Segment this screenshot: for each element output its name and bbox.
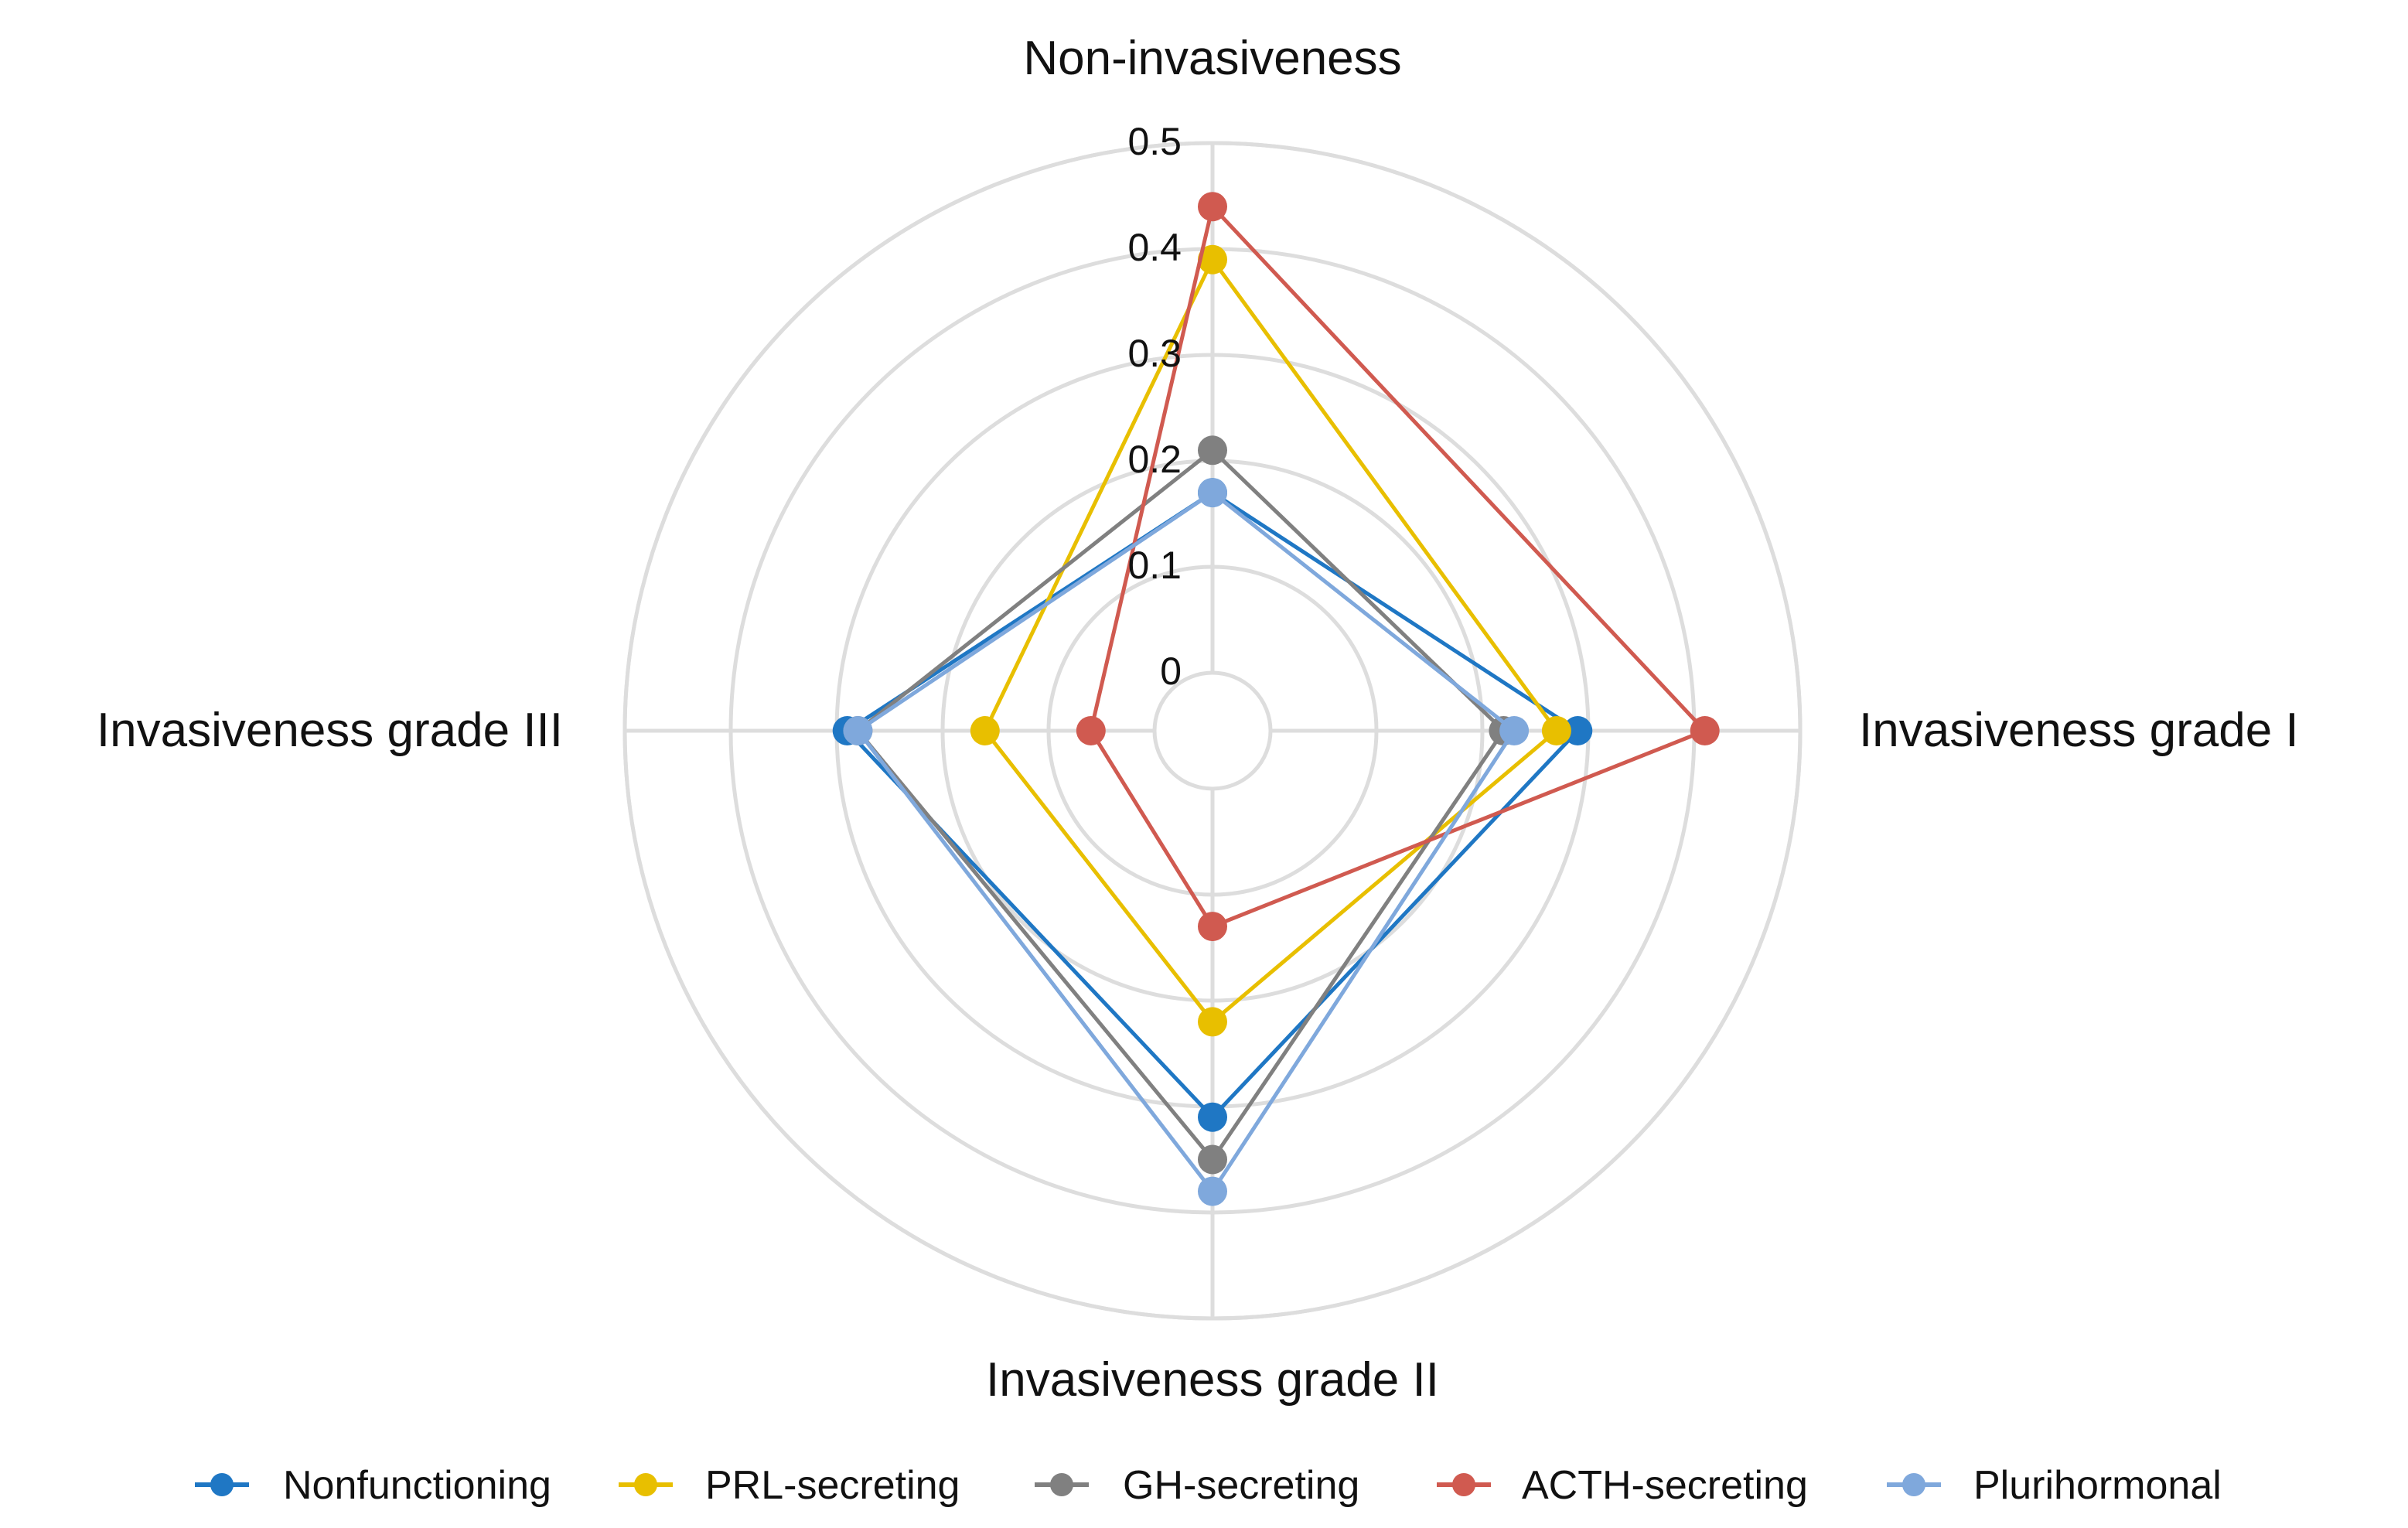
- tick-label: 0.1: [1127, 544, 1182, 587]
- data-point: [1198, 1176, 1227, 1206]
- series-line: [982, 255, 1560, 1025]
- radial-tick-labels: 0 0.1 0.2 0.3 0.4 0.5: [1127, 120, 1182, 693]
- legend-swatch-point: [634, 1473, 657, 1496]
- legend-label: GH-secreting: [1123, 1463, 1359, 1508]
- legend-label: PRL-secreting: [705, 1463, 960, 1508]
- tick-label: 0.4: [1127, 226, 1182, 269]
- radar-grid: [622, 141, 1803, 1321]
- legend-item-prl-secreting: PRL-secreting: [619, 1463, 960, 1508]
- legend-swatch-point: [1050, 1473, 1073, 1496]
- series-prl-secreting: [970, 244, 1571, 1037]
- data-point: [1198, 1007, 1227, 1037]
- tick-label: 0.2: [1127, 438, 1182, 481]
- legend-swatch-point: [1902, 1473, 1925, 1496]
- data-point: [1198, 435, 1227, 466]
- legend-item-nonfunctioning: Nonfunctioning: [195, 1463, 551, 1508]
- data-point: [1499, 716, 1530, 745]
- data-point: [1541, 716, 1571, 745]
- tick-label: 0.5: [1127, 120, 1182, 163]
- data-point: [1198, 244, 1227, 275]
- legend-swatch-point: [1452, 1473, 1475, 1496]
- axis-label-left: Invasiveness grade III: [97, 704, 563, 757]
- tick-label: 0: [1160, 650, 1182, 693]
- legend-label: ACTH-secreting: [1522, 1463, 1808, 1508]
- series-acth-secreting: [1076, 192, 1720, 942]
- data-point: [843, 716, 873, 745]
- data-point: [1076, 716, 1106, 745]
- data-point: [970, 716, 1000, 745]
- legend-item-acth-secreting: ACTH-secreting: [1437, 1463, 1808, 1508]
- data-point: [1198, 478, 1227, 508]
- axis-label-right: Invasiveness grade I: [1859, 704, 2299, 757]
- legend-item-gh-secreting: GH-secreting: [1035, 1463, 1359, 1508]
- tick-label: 0.3: [1127, 332, 1182, 375]
- data-point: [1563, 716, 1593, 745]
- data-point: [1690, 716, 1720, 745]
- radar-series: [832, 192, 1720, 1206]
- legend-item-plurihormonal: Plurihormonal: [1887, 1463, 2222, 1508]
- data-point: [1198, 1102, 1227, 1132]
- legend-swatch-point: [210, 1473, 234, 1496]
- axis-labels: Non-invasiveness Invasiveness grade I In…: [97, 32, 2299, 1407]
- legend-label: Plurihormonal: [1973, 1463, 2222, 1508]
- axis-label-bottom: Invasiveness grade II: [986, 1353, 1439, 1407]
- series-plurihormonal: [843, 478, 1530, 1206]
- legend-label: Nonfunctioning: [283, 1463, 551, 1508]
- legend: Nonfunctioning PRL-secreting GH-secretin…: [195, 1463, 2222, 1508]
- data-point: [1198, 192, 1227, 222]
- data-point: [1198, 1144, 1227, 1175]
- axis-label-top: Non-invasiveness: [1023, 32, 1401, 85]
- data-point: [1198, 912, 1227, 942]
- series-line: [1089, 203, 1709, 929]
